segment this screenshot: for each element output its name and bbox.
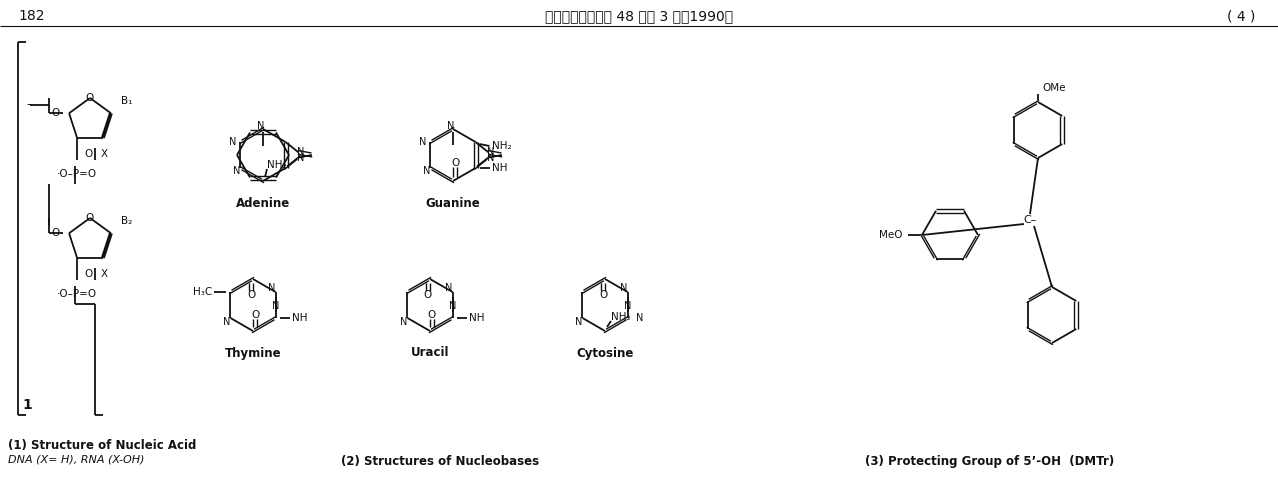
Text: OMe: OMe xyxy=(1042,83,1066,93)
Text: O: O xyxy=(84,269,93,279)
Text: Adenine: Adenine xyxy=(236,196,290,209)
Text: N: N xyxy=(222,317,230,327)
Text: N: N xyxy=(229,137,236,147)
Text: MeO: MeO xyxy=(878,230,902,240)
Text: NH: NH xyxy=(469,313,484,323)
Text: X: X xyxy=(101,149,109,159)
Text: O: O xyxy=(84,149,93,159)
Text: H₃C: H₃C xyxy=(193,287,212,297)
Text: Cytosine: Cytosine xyxy=(576,346,634,360)
Text: O: O xyxy=(599,290,607,300)
Text: N: N xyxy=(635,313,643,323)
Text: N: N xyxy=(620,283,627,293)
Text: N: N xyxy=(423,166,431,176)
Text: DNA (X= H), RNA (X-OH): DNA (X= H), RNA (X-OH) xyxy=(8,455,144,465)
Text: NH₂: NH₂ xyxy=(492,141,511,151)
Text: N: N xyxy=(575,317,583,327)
Text: O: O xyxy=(428,310,436,320)
Text: O: O xyxy=(51,228,59,238)
Text: O: O xyxy=(247,290,256,300)
Text: NH₂: NH₂ xyxy=(267,160,286,170)
Text: N: N xyxy=(233,166,240,176)
Text: N: N xyxy=(449,301,456,311)
Text: N: N xyxy=(447,121,455,131)
Text: 有機合成化学　第 48 巻第 3 号（1990）: 有機合成化学 第 48 巻第 3 号（1990） xyxy=(544,9,734,23)
Text: N: N xyxy=(487,152,495,162)
Text: N: N xyxy=(624,301,631,311)
Text: N: N xyxy=(296,147,304,157)
Text: ·O–P=O: ·O–P=O xyxy=(58,169,97,179)
Text: C–: C– xyxy=(1024,215,1036,225)
Text: Thymine: Thymine xyxy=(225,346,281,360)
Text: N: N xyxy=(419,137,426,147)
Text: O: O xyxy=(51,108,59,118)
Text: X: X xyxy=(101,269,109,279)
Text: B₁: B₁ xyxy=(121,96,133,106)
Text: N: N xyxy=(268,283,275,293)
Text: O: O xyxy=(451,158,459,168)
Text: NH: NH xyxy=(492,163,507,173)
Text: –: – xyxy=(27,99,33,112)
Text: O: O xyxy=(424,290,432,300)
Text: N: N xyxy=(445,283,452,293)
Text: ·O–P=O: ·O–P=O xyxy=(58,289,97,299)
Text: B₂: B₂ xyxy=(121,216,132,226)
Text: O: O xyxy=(86,93,95,103)
Text: Uracil: Uracil xyxy=(410,346,450,360)
Text: (3) Protecting Group of 5’-OH  (DMTr): (3) Protecting Group of 5’-OH (DMTr) xyxy=(865,456,1114,468)
Text: N: N xyxy=(272,301,279,311)
Text: Guanine: Guanine xyxy=(426,196,481,209)
Text: N: N xyxy=(400,317,408,327)
Text: 182: 182 xyxy=(18,9,45,23)
Text: N: N xyxy=(257,121,265,131)
Text: ( 4 ): ( 4 ) xyxy=(1227,9,1255,23)
Text: 1: 1 xyxy=(22,398,32,412)
Text: N: N xyxy=(487,147,495,157)
Text: (1) Structure of Nucleic Acid: (1) Structure of Nucleic Acid xyxy=(8,438,197,452)
Text: NH₂: NH₂ xyxy=(611,312,630,322)
Text: O: O xyxy=(250,310,259,320)
Text: NH: NH xyxy=(291,313,307,323)
Text: N: N xyxy=(296,152,304,162)
Text: O: O xyxy=(86,213,95,223)
Text: (2) Structures of Nucleobases: (2) Structures of Nucleobases xyxy=(341,456,539,468)
